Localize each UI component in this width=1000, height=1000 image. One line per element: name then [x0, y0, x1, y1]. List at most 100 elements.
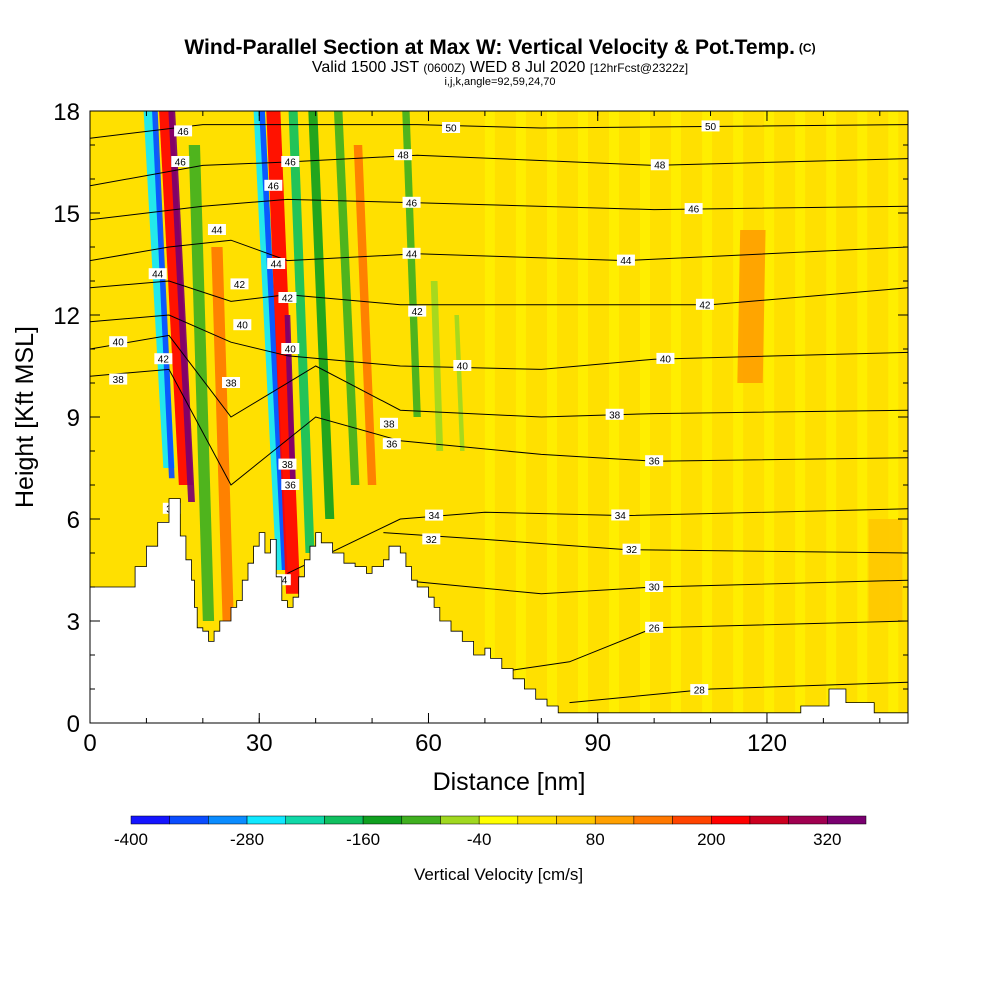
y-tick-label: 18 — [53, 99, 80, 126]
isentrope-line — [90, 154, 908, 187]
isentrope-label: 50 — [705, 122, 717, 133]
contour-label-bg — [408, 305, 427, 317]
isentrope-label: 36 — [649, 457, 661, 468]
isentrope-label-bg — [622, 543, 641, 555]
contour-label: 40 — [457, 362, 469, 373]
contour-label: 36 — [285, 481, 297, 492]
field-band — [671, 111, 682, 723]
contour-label: 48 — [398, 151, 410, 162]
contour-label: 36 — [386, 440, 398, 451]
colorbar-swatch — [633, 815, 673, 825]
contour-label: 40 — [237, 321, 249, 332]
contour-label: 38 — [225, 379, 237, 390]
contour-label-bg — [230, 278, 249, 290]
terrain-mask — [90, 498, 908, 723]
contour-label-bg — [382, 438, 401, 450]
velocity-cell — [211, 247, 234, 621]
colorbar-swatch — [130, 815, 170, 825]
contour-label: 42 — [158, 355, 170, 366]
colorbar-swatch — [672, 815, 712, 825]
isentrope-label-bg — [650, 159, 669, 171]
section-params: i,j,k,angle=92,59,24,70 — [444, 76, 556, 88]
colorbar-swatch — [711, 815, 751, 825]
velocity-cell — [188, 145, 215, 621]
isentrope-label-bg — [616, 254, 635, 266]
colorbar-swatch — [517, 815, 557, 825]
isentrope-label: 34 — [615, 511, 627, 522]
colorbar-swatch — [285, 815, 325, 825]
velocity-cell — [737, 230, 766, 383]
y-tick-label: 0 — [67, 711, 80, 738]
isentrope-label: 38 — [609, 410, 621, 421]
isentrope-label-bg — [645, 581, 664, 592]
plot-area: 26 28 30 32 34 36 38 40 42 44 46 48 50 40 38 44 42 46 46 44… — [90, 111, 908, 723]
colorbar-swatch — [594, 815, 635, 825]
contour-label: 32 — [426, 535, 438, 546]
contour-label-bg — [267, 258, 286, 269]
velocity-cell — [402, 111, 421, 417]
isentrope-label-bg — [695, 298, 714, 310]
contour-label-bg — [422, 533, 441, 545]
colorbar-swatch — [556, 815, 596, 825]
contour-label-bg — [207, 224, 226, 235]
field-band — [764, 111, 775, 723]
isentrope-label: 42 — [699, 300, 711, 311]
contour-label: 40 — [285, 345, 297, 356]
isentrope-line — [90, 314, 908, 370]
isentrope-label: 30 — [649, 583, 661, 594]
colorbar-swatch — [440, 815, 480, 825]
colorbar-swatch — [246, 815, 286, 825]
colorbar-tick-label: -280 — [230, 830, 264, 849]
field-band — [577, 111, 588, 723]
y-tick-label: 9 — [67, 405, 80, 432]
contour-label-bg — [264, 179, 283, 191]
contour-label: 46 — [406, 198, 418, 209]
isentrope-line — [90, 124, 908, 139]
colorbar-tick-label: 80 — [586, 830, 605, 849]
velocity-cell — [288, 111, 315, 553]
contour-label: 40 — [113, 338, 125, 349]
isentrope-label-bg — [611, 509, 630, 521]
contour-label: 44 — [406, 249, 418, 260]
isentrope-line — [90, 368, 908, 486]
isentrope-label-bg — [605, 408, 624, 420]
velocity-cell — [353, 145, 377, 485]
contour-label: 46 — [178, 127, 190, 138]
isentrope-label: 32 — [626, 545, 638, 556]
isentrope-line — [90, 280, 908, 306]
velocity-cell — [168, 111, 195, 502]
chart-title-text: Wind-Parallel Section at Max W: Vertical… — [184, 36, 795, 59]
colorbar-swatch — [788, 815, 828, 825]
contour-label-bg — [233, 319, 252, 331]
colorbar-swatch — [208, 815, 248, 825]
colorbar-tick-label: 320 — [813, 830, 841, 849]
velocity-cell — [284, 315, 296, 485]
velocity-cell — [454, 315, 465, 451]
field-band — [515, 111, 526, 723]
contour-label: 42 — [234, 280, 246, 291]
field-band — [702, 111, 713, 723]
isentrope-line — [400, 579, 908, 595]
valid-prefix: Valid 1500 JST — [311, 59, 419, 76]
x-tick-label: 60 — [415, 730, 442, 757]
chart-title: Wind-Parallel Section at Max W: Vertical… — [0, 36, 1000, 60]
x-axis-label: Distance [nm] — [433, 768, 586, 796]
isentrope-label: 44 — [620, 256, 632, 267]
isentrope-label: 40 — [660, 354, 672, 365]
contour-label: 44 — [271, 260, 283, 271]
isentrope-label: 28 — [694, 686, 706, 697]
velocity-cell — [430, 281, 444, 451]
field-band — [484, 111, 495, 723]
colorbar-tick-label: -40 — [467, 830, 492, 849]
contour-label-bg — [281, 343, 300, 354]
isentrope-label-bg — [684, 203, 703, 215]
colorbar-swatch — [362, 815, 403, 825]
contour-label: 42 — [282, 294, 294, 305]
contour-label: 38 — [383, 419, 395, 430]
contour-label: 46 — [268, 181, 280, 192]
contour-label-bg — [109, 373, 128, 385]
valid-time: Valid 1500 JST (0600Z) WED 8 Jul 2020 [1… — [0, 60, 1000, 76]
contour-label: 38 — [282, 460, 294, 471]
isentrope-line — [287, 508, 908, 574]
contour-label-bg — [425, 509, 444, 521]
